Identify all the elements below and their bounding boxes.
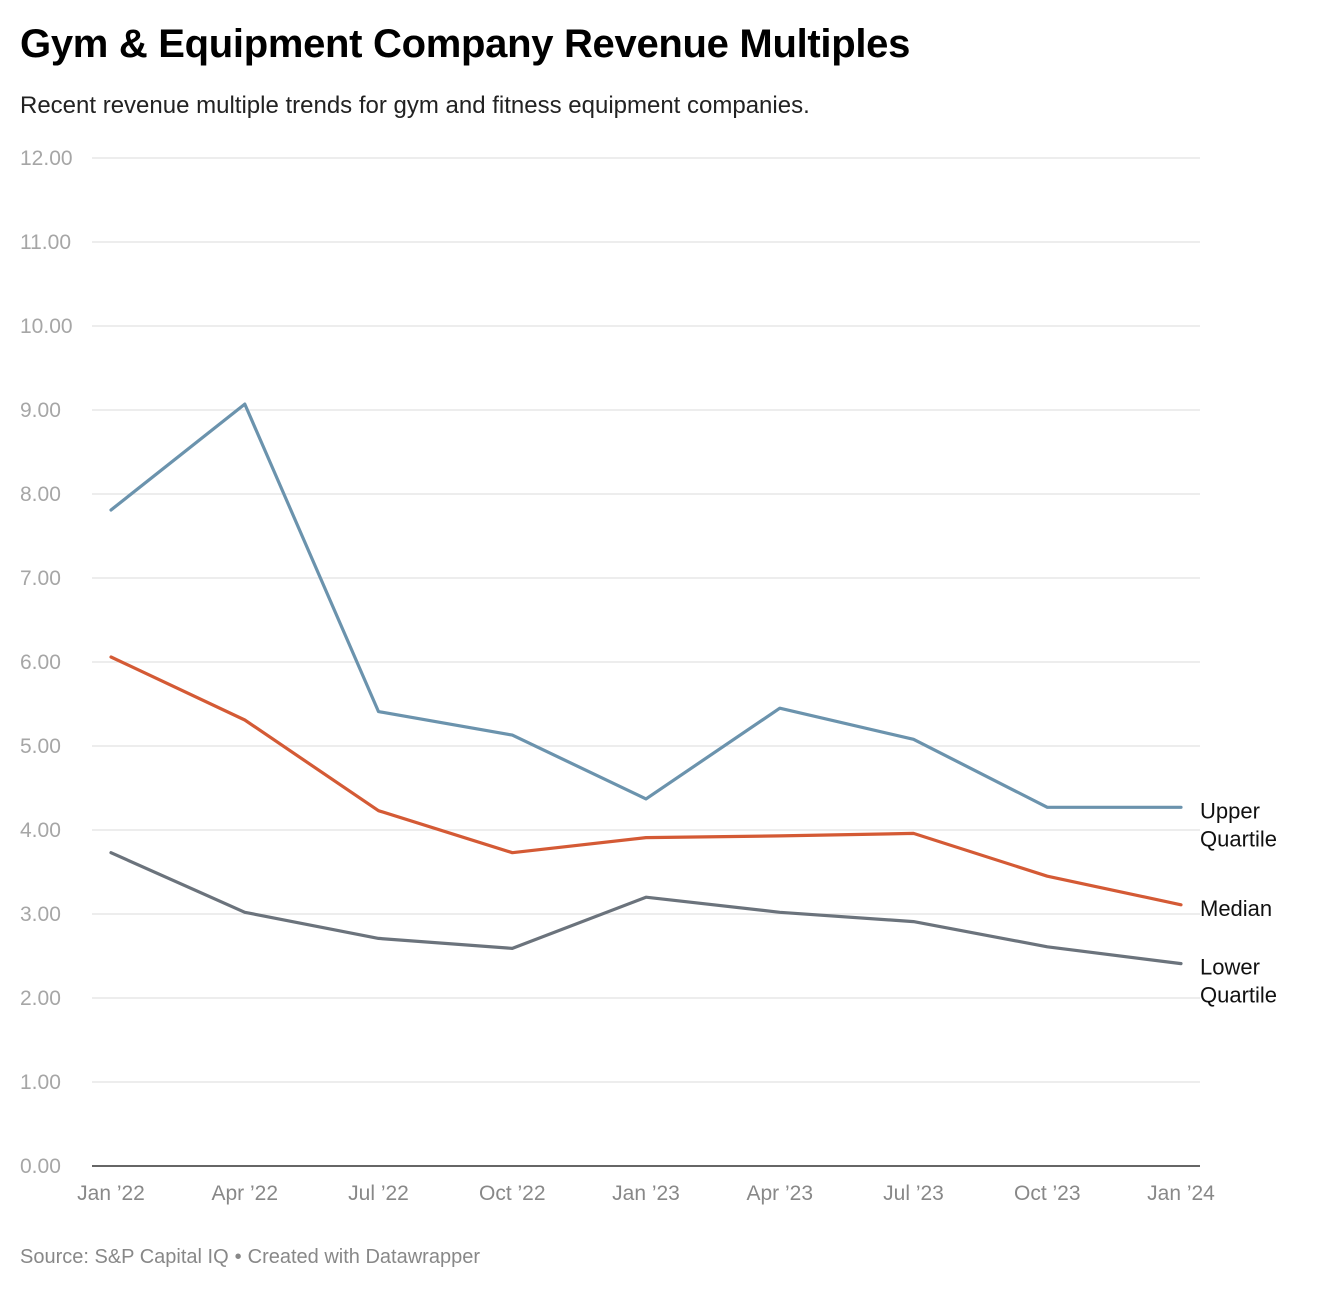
y-tick-label: 1.00 — [20, 1071, 61, 1094]
line-chart: 0.00 1.00 2.00 3.00 4.00 5.00 6.00 7.00 8.00 9.00… — [20, 147, 1277, 1205]
chart-footer: Source: S&P Capital IQ • Created with Data… — [20, 1246, 480, 1269]
y-tick-label: 6.00 — [20, 651, 61, 674]
y-tick-label: 10.00 — [20, 315, 73, 338]
series-label-upper-quartile: Upper — [1200, 798, 1260, 823]
y-tick-label: 4.00 — [20, 819, 61, 842]
x-tick-label: Jul ’23 — [883, 1182, 944, 1205]
x-tick-label: Jan ’22 — [77, 1182, 145, 1205]
series-label-median: Median — [1200, 896, 1272, 921]
y-tick-label: 12.00 — [20, 147, 73, 170]
series-line-upper-quartile — [109, 402, 1183, 809]
y-tick-label: 3.00 — [20, 903, 61, 926]
source-note: Source: S&P Capital IQ — [20, 1246, 229, 1268]
x-tick-label: Oct ’23 — [1014, 1182, 1081, 1205]
y-tick-label: 0.00 — [20, 1155, 61, 1178]
series-label-lower-quartile: Quartile — [1200, 983, 1277, 1008]
y-tick-label: 5.00 — [20, 735, 61, 758]
x-tick-label: Oct ’22 — [479, 1182, 546, 1205]
y-tick-label: 7.00 — [20, 567, 61, 590]
chart-title: Gym & Equipment Company Revenue Multiple… — [20, 22, 911, 66]
x-tick-label: Jan ’23 — [612, 1182, 680, 1205]
series-line-median — [109, 655, 1183, 907]
y-tick-label: 8.00 — [20, 483, 61, 506]
y-tick-label: 11.00 — [20, 231, 71, 254]
x-tick-label: Jan ’24 — [1147, 1182, 1215, 1205]
series-line-lower-quartile — [109, 851, 1183, 966]
y-tick-label: 2.00 — [20, 987, 61, 1010]
y-tick-label: 9.00 — [20, 399, 61, 422]
x-tick-label: Apr ’23 — [746, 1182, 813, 1205]
series-label-lower-quartile: Lower — [1200, 955, 1260, 980]
chart-subtitle: Recent revenue multiple trends for gym a… — [20, 92, 810, 119]
credit-note: Created with Datawrapper — [247, 1246, 480, 1268]
series-label-upper-quartile: Quartile — [1200, 826, 1277, 851]
x-tick-label: Jul ’22 — [348, 1182, 409, 1205]
x-tick-label: Apr ’22 — [211, 1182, 278, 1205]
footer-separator: • — [234, 1246, 242, 1268]
